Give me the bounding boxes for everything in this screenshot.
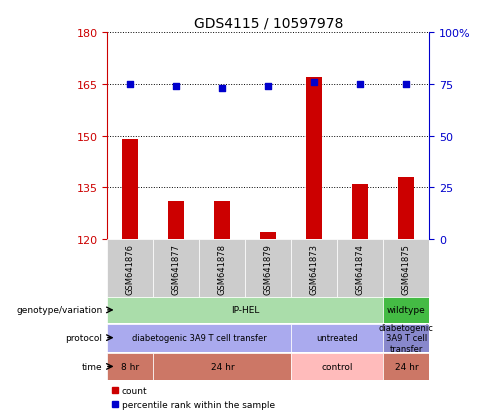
Text: time: time xyxy=(82,362,102,371)
Point xyxy=(126,81,134,88)
Bar xyxy=(214,202,230,240)
Text: GSM641875: GSM641875 xyxy=(402,243,411,294)
Bar xyxy=(153,240,200,297)
Bar xyxy=(306,78,323,240)
Bar xyxy=(398,178,414,240)
Bar xyxy=(122,140,139,240)
Text: GSM641879: GSM641879 xyxy=(264,243,273,294)
Point xyxy=(219,85,226,92)
Text: control: control xyxy=(322,362,353,371)
Bar xyxy=(384,297,429,323)
Point xyxy=(172,83,180,90)
Text: untreated: untreated xyxy=(317,333,358,342)
Text: genotype/variation: genotype/variation xyxy=(16,306,102,315)
Bar xyxy=(384,324,429,352)
Bar xyxy=(291,240,337,297)
Bar xyxy=(384,240,429,297)
Text: diabetogenic
3A9 T cell
transfer: diabetogenic 3A9 T cell transfer xyxy=(379,323,434,353)
Text: wildtype: wildtype xyxy=(387,306,426,315)
Point xyxy=(403,81,410,88)
Text: protocol: protocol xyxy=(65,333,102,342)
Bar xyxy=(291,353,384,380)
Bar xyxy=(107,240,153,297)
Text: GSM641877: GSM641877 xyxy=(172,243,181,294)
Bar xyxy=(107,324,291,352)
Text: GSM641878: GSM641878 xyxy=(218,243,227,294)
Text: IP-HEL: IP-HEL xyxy=(231,306,260,315)
Bar xyxy=(107,353,153,380)
Text: 8 hr: 8 hr xyxy=(122,362,140,371)
Point xyxy=(310,79,318,86)
Bar xyxy=(245,240,291,297)
Text: GSM641874: GSM641874 xyxy=(356,243,365,294)
Bar xyxy=(153,353,291,380)
Bar xyxy=(337,240,384,297)
Bar xyxy=(352,185,368,240)
Text: 24 hr: 24 hr xyxy=(211,362,234,371)
Title: GDS4115 / 10597978: GDS4115 / 10597978 xyxy=(194,17,343,31)
Text: 24 hr: 24 hr xyxy=(395,362,418,371)
Bar xyxy=(261,233,276,240)
Text: diabetogenic 3A9 T cell transfer: diabetogenic 3A9 T cell transfer xyxy=(132,333,267,342)
Point xyxy=(357,81,365,88)
Bar xyxy=(291,324,384,352)
Text: GSM641876: GSM641876 xyxy=(126,243,135,294)
Bar xyxy=(107,297,384,323)
Bar xyxy=(200,240,245,297)
Point xyxy=(264,83,272,90)
Legend: count, percentile rank within the sample: count, percentile rank within the sample xyxy=(112,387,275,409)
Bar xyxy=(384,353,429,380)
Bar xyxy=(168,202,184,240)
Text: GSM641873: GSM641873 xyxy=(310,243,319,294)
